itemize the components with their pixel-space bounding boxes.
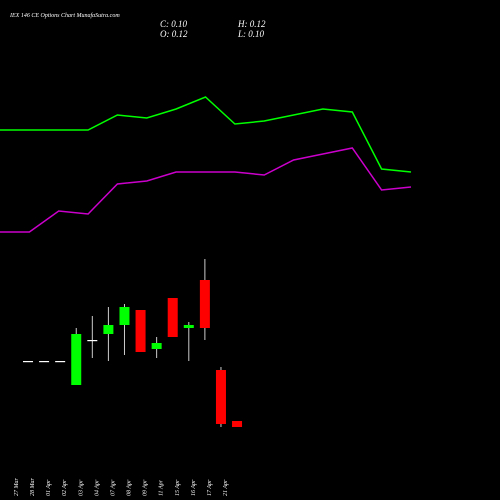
x-tick-label: 15 Apr: [175, 479, 181, 496]
chart-title: IEX 146 CE Options Chart MunafaSutra.com: [9, 12, 120, 19]
x-tick-label: 09 Apr: [143, 479, 149, 496]
band-line: [0, 96, 412, 173]
band-line: [0, 147, 412, 233]
candle-body: [135, 310, 146, 352]
candle-body: [23, 361, 33, 363]
x-tick-label: 17 Apr: [207, 479, 213, 496]
candle-body: [103, 325, 114, 334]
low-info: L: 0.10: [237, 29, 265, 39]
candle-body: [71, 334, 82, 385]
candle-body: [215, 370, 226, 424]
x-tick-label: 16 Apr: [191, 479, 197, 496]
x-tick-label: 21 Apr: [223, 479, 229, 496]
candle-body: [87, 340, 98, 342]
candle-body: [232, 421, 243, 427]
candle-body: [39, 361, 50, 363]
candle-body: [151, 343, 162, 349]
x-tick-label: 28 Mar: [30, 478, 36, 496]
candle-body: [119, 307, 130, 325]
candle-body: [199, 280, 210, 328]
x-tick-label: 03 Apr: [78, 479, 84, 496]
open-info: O: 0.12: [160, 29, 188, 39]
x-tick-label: 07 Apr: [110, 479, 116, 496]
x-tick-label: 08 Apr: [127, 479, 133, 496]
close-info: C: 0.10: [160, 19, 188, 29]
x-tick-label: 11 Apr: [159, 479, 165, 496]
candle-body: [167, 298, 178, 337]
high-info: H: 0.12: [237, 19, 266, 29]
candle-body: [183, 325, 194, 328]
x-tick-label: 02 Apr: [62, 479, 68, 496]
x-tick-label: 27 Mar: [14, 478, 20, 496]
x-tick-label: 04 Apr: [93, 479, 100, 496]
candle-body: [55, 361, 66, 363]
x-tick-label: 01 Apr: [46, 479, 52, 496]
